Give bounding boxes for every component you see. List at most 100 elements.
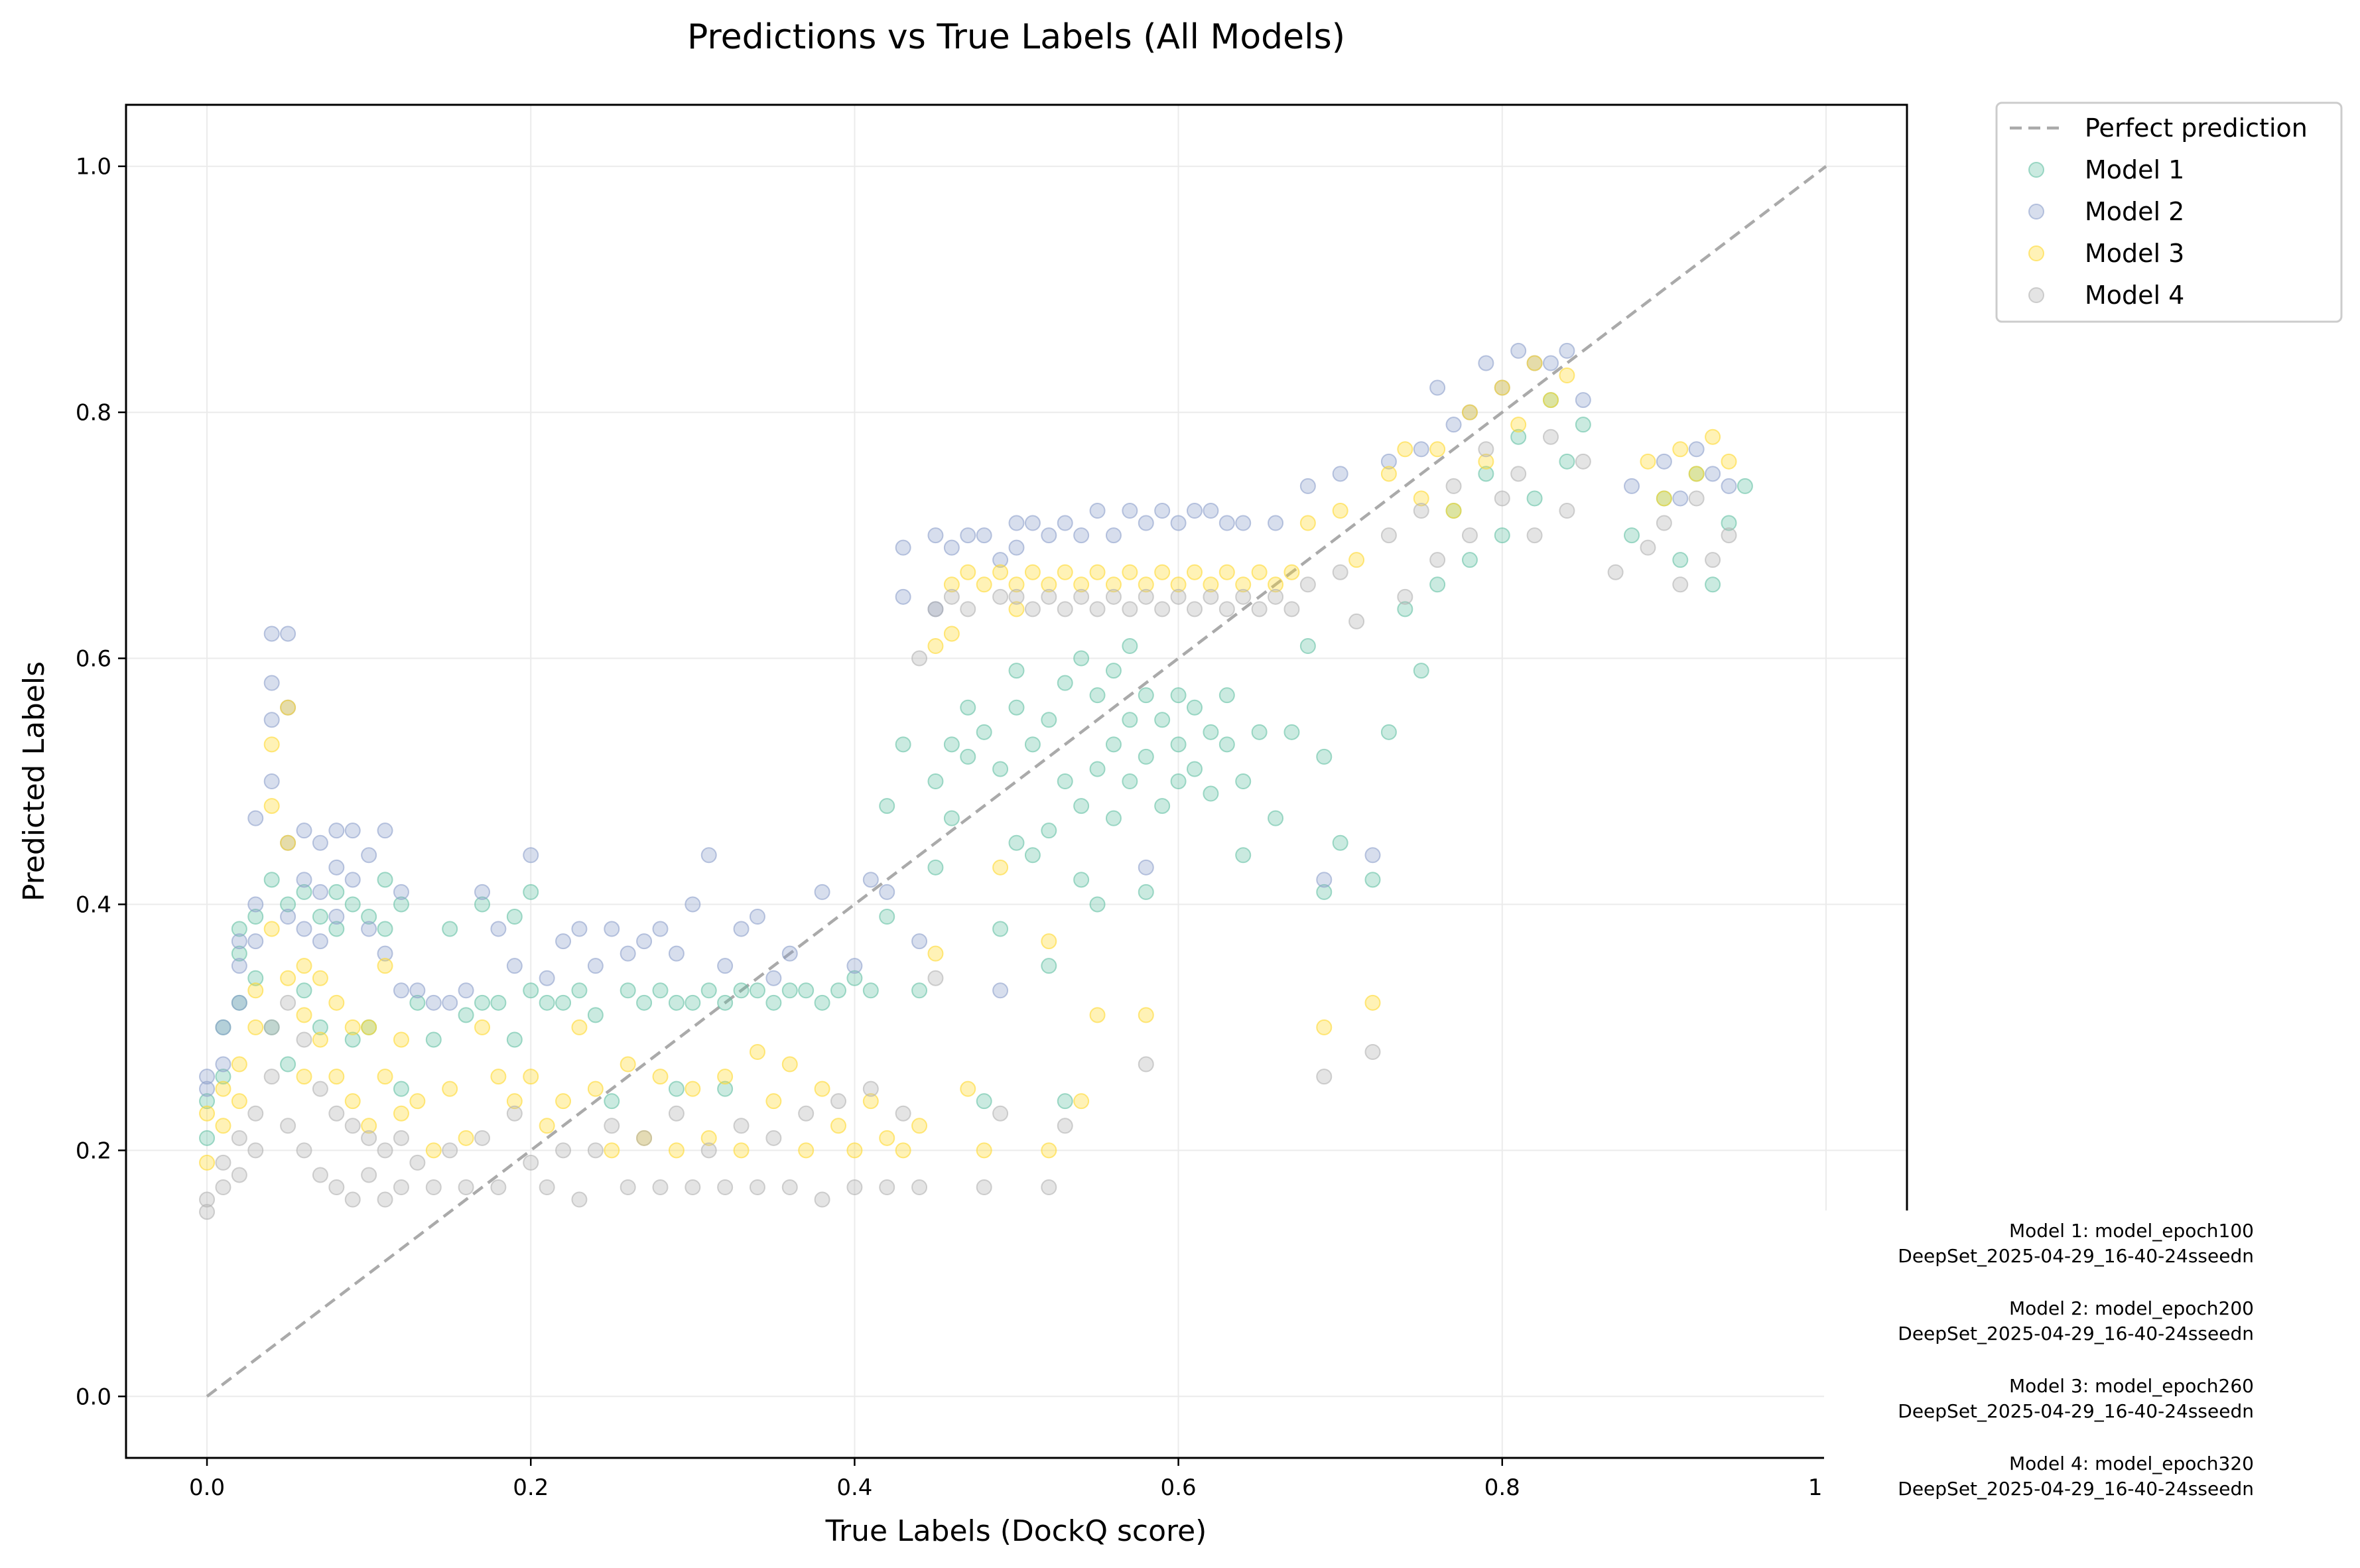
data-point	[474, 1130, 490, 1146]
data-point	[263, 675, 280, 691]
data-point	[199, 1069, 216, 1085]
data-point	[231, 945, 247, 962]
data-point	[1478, 466, 1494, 482]
data-point	[862, 1093, 879, 1110]
data-point	[539, 994, 555, 1011]
data-point	[992, 1105, 1009, 1122]
legend-marker-icon	[2028, 204, 2044, 220]
x-tick-label: 0.8	[1484, 1474, 1520, 1501]
data-point	[620, 1179, 636, 1195]
data-point	[1073, 872, 1090, 888]
data-point	[1380, 453, 1397, 470]
data-point	[992, 552, 1009, 568]
data-point	[1251, 564, 1268, 580]
data-point	[862, 982, 879, 999]
data-point	[263, 773, 280, 789]
x-tick-label: 0.6	[1161, 1474, 1197, 1501]
data-point	[604, 1093, 620, 1110]
data-point	[668, 1080, 685, 1097]
data-point	[425, 1179, 442, 1195]
data-point	[1089, 761, 1106, 777]
data-point	[1041, 958, 1057, 974]
data-point	[247, 810, 264, 826]
annotation-line: DeepSet_2025-04-29_16-40-24sseedn	[1898, 1323, 2254, 1344]
data-point	[1122, 601, 1138, 618]
data-point	[1543, 392, 1559, 409]
grid-lines	[126, 105, 1907, 1458]
data-point	[442, 921, 458, 937]
data-point	[1138, 1007, 1154, 1023]
data-point	[1218, 736, 1235, 753]
data-point	[1218, 601, 1235, 618]
legend-marker-icon	[2028, 245, 2044, 261]
data-point	[1008, 539, 1025, 556]
data-point	[1672, 576, 1689, 593]
data-point	[1218, 687, 1235, 704]
data-point	[1348, 613, 1365, 629]
data-point	[1008, 601, 1025, 618]
data-point	[798, 1105, 815, 1122]
data-point	[506, 1093, 523, 1110]
data-point	[927, 859, 944, 876]
data-point	[296, 883, 312, 900]
data-point	[571, 1019, 588, 1035]
data-point	[328, 909, 345, 925]
data-point	[1041, 933, 1057, 950]
data-point	[263, 625, 280, 642]
data-point	[717, 1080, 734, 1097]
series-model-1	[199, 392, 1753, 1146]
annotation-line: Model 3: model_epoch260	[2009, 1375, 2254, 1397]
data-point	[1364, 1044, 1381, 1060]
data-point	[1008, 699, 1025, 716]
data-point	[361, 909, 377, 925]
x-tick-label: 0.4	[836, 1474, 872, 1501]
data-point	[280, 896, 296, 913]
data-point	[992, 859, 1009, 876]
data-point	[1575, 417, 1591, 433]
data-point	[296, 822, 312, 839]
data-point	[1073, 576, 1090, 593]
data-point	[231, 994, 247, 1011]
data-point	[199, 1204, 216, 1220]
data-point	[409, 1154, 426, 1171]
y-axis-ticks: 0.0 0.2 0.4 0.6 0.8 1.0	[76, 154, 126, 1410]
data-point	[1170, 687, 1187, 704]
plot-frame	[125, 103, 1908, 1459]
data-point	[846, 1142, 863, 1159]
legend-marker-icon	[2028, 162, 2044, 178]
y-tick-label: 0.6	[76, 646, 111, 673]
data-point	[571, 982, 588, 999]
data-point	[717, 1069, 734, 1085]
data-point	[1364, 847, 1381, 864]
data-point	[377, 872, 393, 888]
data-point	[943, 736, 960, 753]
data-point	[1559, 453, 1575, 470]
data-point	[1705, 552, 1721, 568]
data-point	[1559, 342, 1575, 359]
data-point	[652, 921, 669, 937]
data-point	[1494, 527, 1510, 544]
data-point	[296, 921, 312, 937]
data-point	[1316, 1019, 1333, 1035]
data-point	[1024, 564, 1041, 580]
data-point	[1737, 478, 1753, 494]
data-point	[587, 958, 604, 974]
data-point	[1380, 527, 1397, 544]
data-point	[1268, 588, 1284, 605]
y-tick-label: 0.4	[76, 891, 111, 918]
data-point	[263, 921, 280, 937]
data-point	[765, 970, 782, 986]
data-point	[1041, 576, 1057, 593]
data-point	[781, 945, 798, 962]
data-point	[895, 588, 911, 605]
data-point	[911, 933, 928, 950]
data-point	[1089, 601, 1106, 618]
data-point	[749, 909, 765, 925]
data-point	[1461, 552, 1478, 568]
data-point	[199, 1154, 216, 1171]
data-point	[1154, 503, 1171, 519]
data-point	[911, 1118, 928, 1134]
data-point	[960, 699, 976, 716]
data-point	[1672, 552, 1689, 568]
